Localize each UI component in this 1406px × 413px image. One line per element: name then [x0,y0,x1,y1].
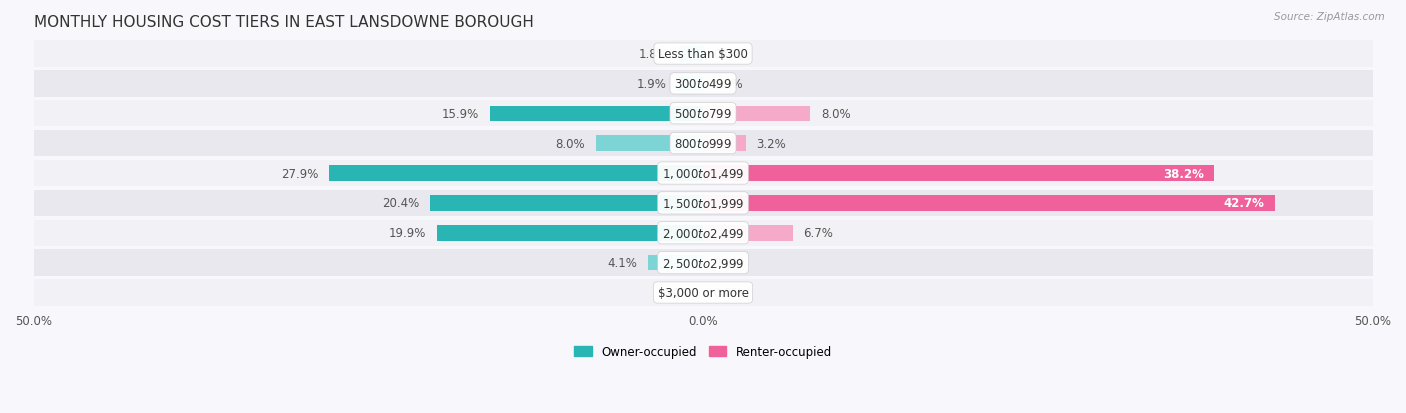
Text: 6.7%: 6.7% [803,227,834,240]
Text: 3.2%: 3.2% [756,137,786,150]
Bar [491,106,703,122]
Text: $1,000 to $1,499: $1,000 to $1,499 [662,166,744,180]
Bar [34,220,1372,246]
Bar [703,196,1275,211]
Text: 20.4%: 20.4% [382,197,419,210]
Text: Less than $300: Less than $300 [658,48,748,61]
Bar [679,47,703,62]
Text: $3,000 or more: $3,000 or more [658,286,748,299]
Text: $800 to $999: $800 to $999 [673,137,733,150]
Text: 0.0%: 0.0% [714,48,744,61]
Text: 19.9%: 19.9% [388,227,426,240]
Text: MONTHLY HOUSING COST TIERS IN EAST LANSDOWNE BOROUGH: MONTHLY HOUSING COST TIERS IN EAST LANSD… [34,15,533,30]
Bar [329,166,703,181]
Text: $1,500 to $1,999: $1,500 to $1,999 [662,197,744,210]
Bar [436,225,703,241]
Text: $500 to $799: $500 to $799 [673,107,733,121]
Bar [34,280,1372,306]
Text: 4.1%: 4.1% [607,256,637,269]
Bar [34,101,1372,127]
Bar [34,71,1372,97]
Text: 0.0%: 0.0% [714,78,744,91]
Text: Source: ZipAtlas.com: Source: ZipAtlas.com [1274,12,1385,22]
Text: 0.0%: 0.0% [662,286,692,299]
Text: 1.9%: 1.9% [637,78,666,91]
Bar [34,41,1372,67]
Text: 8.0%: 8.0% [555,137,585,150]
Text: 8.0%: 8.0% [821,107,851,121]
Text: 42.7%: 42.7% [1223,197,1264,210]
Bar [430,196,703,211]
Legend: Owner-occupied, Renter-occupied: Owner-occupied, Renter-occupied [569,341,837,363]
Bar [34,190,1372,216]
Bar [703,136,745,152]
Text: 1.8%: 1.8% [638,48,668,61]
Bar [703,106,810,122]
Text: 27.9%: 27.9% [281,167,319,180]
Bar [648,255,703,271]
Text: 15.9%: 15.9% [441,107,479,121]
Bar [34,161,1372,187]
Bar [703,166,1215,181]
Bar [34,131,1372,157]
Text: $300 to $499: $300 to $499 [673,78,733,91]
Text: $2,000 to $2,499: $2,000 to $2,499 [662,226,744,240]
Text: 38.2%: 38.2% [1163,167,1204,180]
Bar [34,250,1372,276]
Text: 0.0%: 0.0% [714,286,744,299]
Text: $2,500 to $2,999: $2,500 to $2,999 [662,256,744,270]
Bar [596,136,703,152]
Bar [678,76,703,92]
Text: 0.0%: 0.0% [714,256,744,269]
Bar [703,225,793,241]
